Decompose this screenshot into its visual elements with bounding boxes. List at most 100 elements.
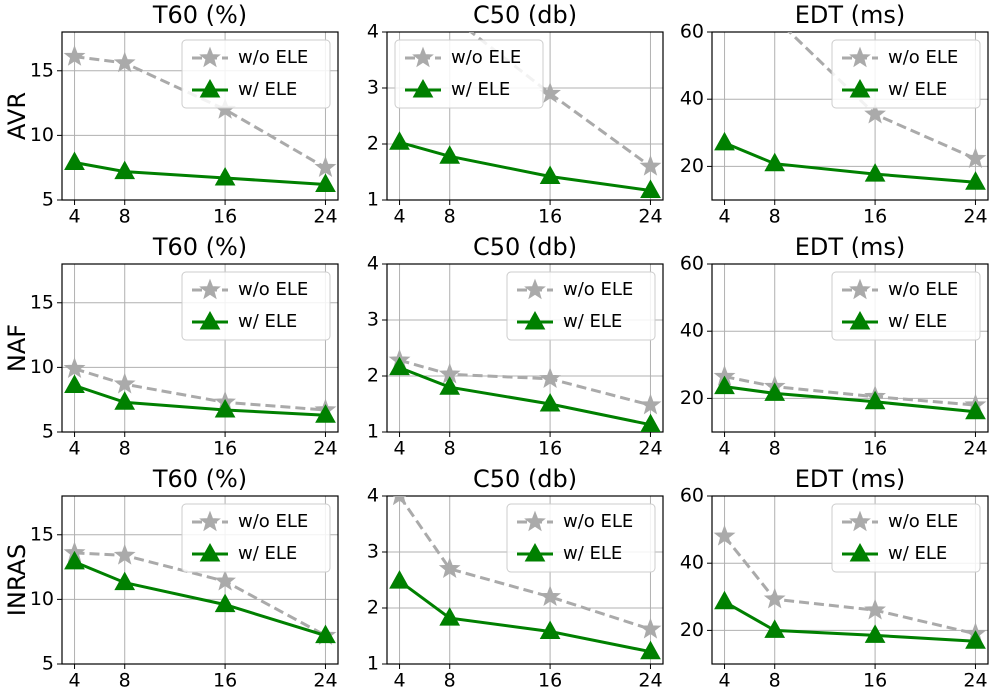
data-point [63, 45, 86, 66]
legend-label: w/ ELE [888, 79, 947, 100]
y-tick-label: 1 [367, 421, 379, 443]
plot-area [714, 32, 987, 190]
legend-label: w/ ELE [563, 311, 622, 332]
x-tick-label: 16 [213, 206, 237, 228]
legend-marker [524, 310, 546, 330]
legend-marker [524, 278, 546, 300]
series-line [398, 496, 651, 631]
legend-marker [849, 310, 871, 330]
data-point [539, 165, 561, 184]
y-tick-label: 3 [367, 309, 379, 331]
x-tick-label: 24 [313, 206, 337, 228]
series-line [723, 600, 976, 643]
y-tick-label: 60 [680, 253, 704, 275]
y-tick-label: 60 [680, 21, 704, 43]
y-tick-label: 5 [42, 421, 54, 443]
x-tick-label: 16 [863, 206, 887, 228]
legend-marker [199, 78, 221, 98]
legend: w/o ELE w/ ELE [394, 39, 544, 109]
series-line [74, 161, 326, 186]
legend-marker [849, 542, 871, 562]
data-point [114, 160, 136, 180]
series-line [399, 358, 651, 407]
x-tick-label: 24 [638, 206, 662, 228]
chart-title: EDT (ms) [795, 465, 906, 493]
chart-title: C50 (db) [473, 1, 577, 29]
plot-area [63, 541, 337, 645]
legend-marker [849, 278, 871, 300]
y-tick-label: 3 [367, 77, 379, 99]
y-tick-label: 3 [367, 541, 379, 563]
legend-marker [199, 510, 221, 532]
series-line [468, 32, 652, 168]
legend-label: w/ ELE [888, 311, 947, 332]
chart-title: C50 (db) [473, 233, 577, 261]
data-point [389, 570, 410, 589]
y-tick-label: 5 [42, 189, 54, 211]
data-point [439, 145, 461, 164]
data-point [539, 585, 561, 607]
plot-area [713, 524, 987, 649]
plot-area [63, 45, 337, 192]
data-point [714, 131, 735, 151]
x-tick-label: 16 [863, 670, 887, 692]
data-point [864, 624, 886, 643]
y-tick-label: 20 [680, 155, 704, 177]
series-line [74, 55, 327, 169]
chart-title: T60 (%) [152, 1, 247, 29]
x-tick-label: 16 [863, 438, 887, 460]
x-tick-label: 16 [538, 206, 562, 228]
data-point [214, 398, 236, 418]
legend: w/o ELE w/ ELE [831, 503, 981, 573]
x-tick-label: 8 [444, 670, 456, 692]
panel: 20 40 60 4 8 16 24 EDT (ms) w/o ELE w/ ELE [680, 233, 989, 460]
data-point [63, 357, 86, 378]
data-point [539, 620, 561, 639]
legend: w/o ELE w/ ELE [831, 39, 981, 109]
data-point [113, 372, 136, 394]
plot-frame [711, 495, 989, 665]
series-line [74, 551, 327, 637]
x-tick-label: 16 [538, 670, 562, 692]
plot-area [388, 348, 662, 432]
data-point [640, 413, 661, 432]
plot-frame [386, 495, 664, 665]
data-point [864, 163, 886, 182]
x-tick-label: 24 [638, 670, 662, 692]
plot-frame [386, 31, 664, 201]
x-tick-label: 8 [444, 438, 456, 460]
legend-label: w/ ELE [563, 543, 622, 564]
legend: w/o ELE w/ ELE [831, 271, 981, 341]
data-point [714, 590, 735, 610]
series-line [398, 579, 651, 654]
data-point [539, 392, 561, 412]
data-point [763, 587, 786, 609]
data-point [389, 131, 410, 150]
x-tick-label: 24 [638, 438, 662, 460]
legend-marker [199, 542, 221, 562]
x-tick-label: 8 [444, 206, 456, 228]
plot-frame [61, 263, 339, 433]
y-tick-label: 20 [680, 619, 704, 641]
plot-frame [386, 263, 664, 433]
data-point [764, 619, 786, 638]
plot-area [389, 496, 662, 660]
legend: w/o ELE w/ ELE [506, 271, 656, 341]
y-axis-label: INRAS [3, 544, 31, 616]
y-tick-label: 15 [30, 291, 54, 313]
y-tick-label: 1 [367, 189, 379, 211]
data-point [639, 617, 662, 639]
series-line [787, 32, 977, 161]
data-point [64, 550, 85, 570]
chart-title: T60 (%) [152, 465, 247, 493]
legend-label: w/o ELE [238, 279, 308, 300]
y-axis-label: AVR [3, 92, 31, 140]
x-tick-label: 4 [68, 670, 80, 692]
x-tick-label: 8 [769, 438, 781, 460]
x-tick-label: 4 [718, 206, 730, 228]
legend: w/o ELE w/ ELE [181, 39, 331, 109]
x-tick-label: 16 [213, 670, 237, 692]
data-point [113, 543, 136, 565]
y-tick-label: 10 [30, 124, 54, 146]
